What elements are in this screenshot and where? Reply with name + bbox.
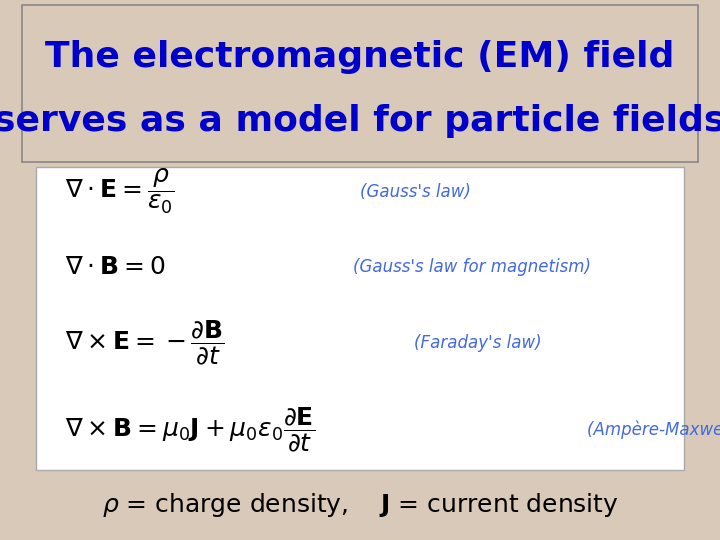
Text: $\nabla \times \mathbf{B} = \mu_0 \mathbf{J} + \mu_0\varepsilon_0 \dfrac{\partia: $\nabla \times \mathbf{B} = \mu_0 \mathb… — [65, 405, 315, 454]
Text: $\nabla \cdot \mathbf{E} = \dfrac{\rho}{\varepsilon_0}$: $\nabla \cdot \mathbf{E} = \dfrac{\rho}{… — [65, 167, 174, 216]
Text: (Gauss's law for magnetism): (Gauss's law for magnetism) — [353, 258, 591, 276]
Text: (Ampère-Maxwell law): (Ampère-Maxwell law) — [587, 420, 720, 438]
FancyBboxPatch shape — [36, 167, 684, 470]
Text: The electromagnetic (EM) field: The electromagnetic (EM) field — [45, 40, 675, 73]
Text: $\nabla \times \mathbf{E} = -\dfrac{\partial \mathbf{B}}{\partial t}$: $\nabla \times \mathbf{E} = -\dfrac{\par… — [65, 319, 225, 367]
Text: serves as a model for particle fields: serves as a model for particle fields — [0, 105, 720, 138]
Text: (Gauss's law): (Gauss's law) — [360, 183, 471, 201]
FancyBboxPatch shape — [22, 5, 698, 162]
Text: (Faraday's law): (Faraday's law) — [414, 334, 541, 352]
Text: $\nabla \cdot \mathbf{B} = 0$: $\nabla \cdot \mathbf{B} = 0$ — [65, 255, 166, 279]
Text: $\rho$ = charge density,    $\mathbf{J}$ = current density: $\rho$ = charge density, $\mathbf{J}$ = … — [102, 491, 618, 519]
